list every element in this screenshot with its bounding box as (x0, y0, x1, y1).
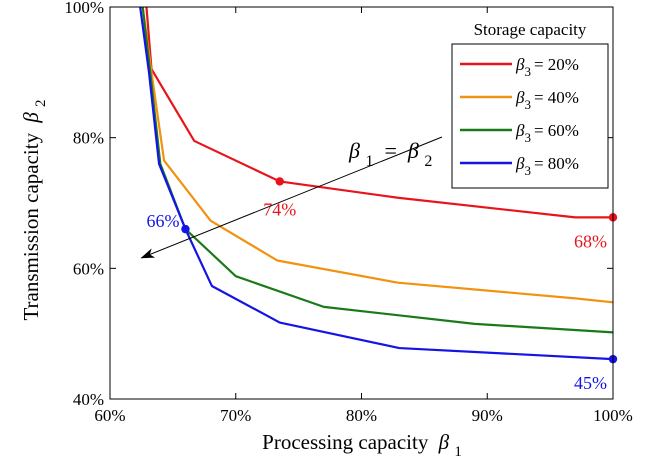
legend-entry-value: = 80% (534, 154, 579, 173)
marker-layer: 74% 68% 66% 45% (146, 177, 618, 393)
legend-entry-3: β3 = 60% (515, 121, 579, 145)
y-axis-label-symbol: β (19, 112, 43, 124)
series-line-3 (141, 7, 613, 334)
x-axis-label-symbol: β (438, 430, 450, 454)
x-axis-ticks: 60% 70% 80% 90% 100% (94, 7, 633, 425)
x-tick-label: 100% (593, 406, 633, 425)
annotation-symbol-1: β (348, 138, 360, 163)
legend-entry-value: = 40% (534, 88, 579, 107)
series-line-4 (139, 7, 613, 361)
legend: Storage capacity β3 = 20%β3 = 40%β3 = 60%β3… (451, 20, 609, 189)
legend-entry-subscript: 3 (524, 97, 531, 112)
annotation-label: β 1 = β 2 (348, 138, 432, 171)
legend-items: β3 = 20%β3 = 40%β3 = 60%β3 = 80% (460, 55, 579, 178)
highlight-point-label: 68% (574, 231, 607, 251)
x-axis-label-text: Processing capacity (262, 430, 429, 454)
legend-entry-subscript: 3 (524, 64, 531, 79)
highlight-point-label: 66% (146, 211, 179, 231)
y-axis-label: Transmission capacity β 2 (19, 99, 49, 320)
y-axis-ticks: 40% 60% 80% 100% (64, 0, 613, 409)
annotation-arrow (140, 136, 443, 259)
legend-entry-symbol: β (515, 88, 525, 107)
legend-entry-symbol: β (515, 55, 525, 74)
annotation-symbol-2: β (407, 138, 419, 163)
annotation-subscript-2: 2 (424, 153, 432, 170)
legend-title: Storage capacity (474, 20, 587, 39)
annotation-equals: = (379, 138, 402, 163)
x-tick-label: 80% (346, 406, 377, 425)
legend-entry-1: β3 = 20% (515, 55, 579, 79)
series-line-2 (141, 7, 613, 304)
legend-entry-4: β3 = 80% (515, 154, 579, 178)
y-tick-label: 40% (73, 390, 104, 409)
annotation-subscript-1: 1 (365, 153, 373, 170)
x-axis-label-subscript: 1 (454, 444, 462, 460)
highlight-point (181, 224, 190, 234)
legend-entry-subscript: 3 (524, 130, 531, 145)
x-tick-label: 90% (472, 406, 503, 425)
x-tick-label: 70% (220, 406, 251, 425)
legend-entry-symbol: β (515, 121, 525, 140)
y-axis-label-subscript: 2 (33, 99, 49, 107)
legend-entry-symbol: β (515, 154, 525, 173)
highlight-point-label: 74% (263, 199, 296, 219)
highlight-point (275, 177, 284, 186)
y-tick-label: 80% (73, 129, 104, 148)
legend-entry-subscript: 3 (524, 163, 531, 178)
annotation: β 1 = β 2 (140, 136, 443, 259)
y-tick-label: 60% (73, 259, 104, 278)
y-axis-label-text: Transmission capacity (19, 132, 43, 320)
highlight-point-label: 45% (574, 373, 607, 393)
legend-entry-value: = 60% (534, 121, 579, 140)
y-tick-label: 100% (64, 0, 104, 17)
x-tick-label: 60% (94, 406, 125, 425)
x-axis-label: Processing capacity β 1 (262, 430, 462, 460)
legend-entry-value: = 20% (534, 55, 579, 74)
legend-entry-2: β3 = 40% (515, 88, 579, 112)
